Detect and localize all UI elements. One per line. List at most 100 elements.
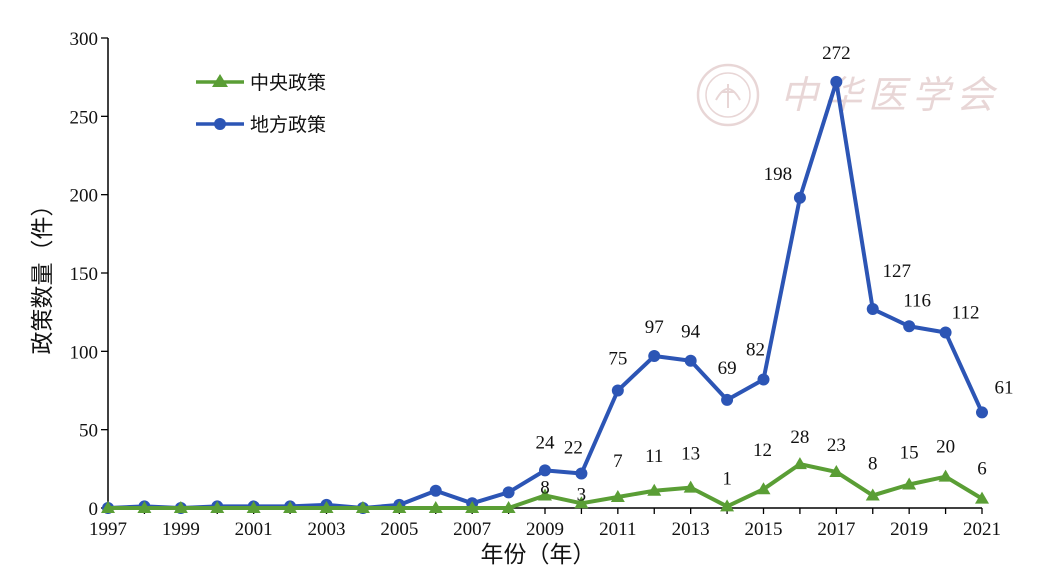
data-point [502, 486, 515, 499]
x-tick-label: 2011 [599, 519, 636, 540]
data-point [756, 482, 771, 495]
legend-local-circle-icon [214, 118, 226, 130]
data-point [283, 501, 298, 513]
data-label-local: 127 [883, 261, 912, 282]
y-tick-label: 50 [79, 421, 98, 442]
data-point [137, 501, 152, 513]
y-ticks: 0 50 100 150 200 250 300 [70, 29, 108, 520]
x-tick-label: 1999 [162, 519, 200, 540]
x-tick-label: 2009 [526, 519, 564, 540]
data-label-central: 13 [681, 444, 700, 465]
data-label-local: 75 [608, 349, 627, 370]
x-tick-label: 1997 [89, 519, 127, 540]
data-point [721, 393, 734, 406]
data-point [938, 469, 953, 482]
x-ticks: 1997 1999 2001 2003 2005 2007 2009 2011 2013 2015… [89, 508, 1001, 540]
x-tick-label: 2021 [963, 519, 1001, 540]
y-tick-label: 100 [70, 342, 99, 363]
x-axis-title: 年份（年） [481, 542, 596, 568]
x-tick-label: 2007 [453, 519, 491, 540]
data-label-central: 15 [900, 443, 919, 464]
data-point [610, 490, 625, 503]
data-point [684, 354, 697, 367]
data-label-local: 272 [822, 43, 851, 64]
y-axis-title: 政策数量（件） [30, 194, 56, 355]
x-tick-label: 2015 [745, 519, 783, 540]
legend-item-local: 地方政策 [196, 114, 326, 136]
data-point [975, 491, 989, 504]
data-label-central: 20 [936, 437, 955, 458]
y-tick-label: 300 [70, 29, 99, 50]
watermark-text: 中华医学会 [780, 73, 1000, 117]
data-point [720, 499, 735, 512]
data-point [428, 501, 443, 513]
data-point [611, 384, 624, 397]
series-layer [101, 75, 989, 514]
data-point [355, 501, 370, 513]
data-point [319, 501, 334, 513]
data-point [574, 496, 589, 509]
data-label-local: 22 [564, 438, 583, 459]
data-point [101, 501, 115, 513]
x-tick-label: 2013 [672, 519, 710, 540]
data-point [538, 488, 552, 501]
data-point [246, 501, 261, 513]
data-point [939, 326, 952, 339]
data-point [903, 320, 916, 333]
data-point [648, 350, 661, 363]
data-label-central: 1 [722, 468, 732, 489]
x-tick-label: 2003 [308, 519, 346, 540]
data-label-local: 82 [746, 340, 765, 361]
data-point [829, 464, 844, 477]
data-label-local: 97 [645, 317, 664, 338]
y-tick-label: 200 [70, 186, 99, 207]
data-label-local: 94 [681, 322, 701, 343]
data-point [902, 477, 917, 490]
data-label-central: 6 [977, 459, 987, 480]
x-tick-label: 2001 [235, 519, 273, 540]
data-point [210, 501, 225, 513]
data-point [501, 501, 516, 513]
data-point [866, 303, 879, 316]
data-label-central: 8 [540, 477, 550, 498]
x-tick-label: 2017 [817, 519, 855, 540]
data-point [683, 480, 698, 493]
data-point [465, 501, 480, 513]
data-label-central: 28 [790, 427, 809, 448]
data-label-local: 112 [952, 303, 980, 324]
data-point [392, 501, 407, 513]
data-label-central: 12 [753, 440, 772, 461]
data-label-central: 8 [868, 453, 878, 474]
x-tick-label: 2019 [890, 519, 928, 540]
data-point [539, 464, 551, 477]
data-label-local: 69 [718, 358, 737, 379]
data-point [429, 484, 442, 497]
data-point [647, 483, 662, 496]
data-point [865, 488, 880, 501]
legend-central-label: 中央政策 [250, 72, 326, 94]
y-tick-label: 0 [89, 499, 99, 520]
data-point [976, 406, 988, 419]
data-label-local: 198 [764, 164, 793, 185]
data-label-central: 11 [645, 446, 663, 467]
legend-item-central: 中央政策 [196, 72, 326, 94]
data-label-local: 61 [995, 377, 1014, 398]
data-label-local: 116 [903, 290, 931, 311]
x-tick-label: 2005 [380, 519, 418, 540]
data-label-central: 7 [613, 451, 623, 472]
y-tick-label: 250 [70, 107, 99, 128]
data-point [575, 467, 588, 480]
data-point [173, 501, 188, 513]
legend: 中央政策 地方政策 [196, 72, 326, 136]
watermark: 中华医学会 [696, 63, 1000, 127]
legend-local-label: 地方政策 [250, 114, 326, 136]
y-tick-label: 150 [70, 264, 99, 285]
society-seal-icon [696, 63, 760, 127]
data-point [757, 373, 770, 386]
series-central [101, 457, 989, 513]
data-label-central: 23 [827, 435, 846, 456]
legend-central-triangle-icon [212, 74, 228, 87]
data-point [792, 457, 807, 470]
